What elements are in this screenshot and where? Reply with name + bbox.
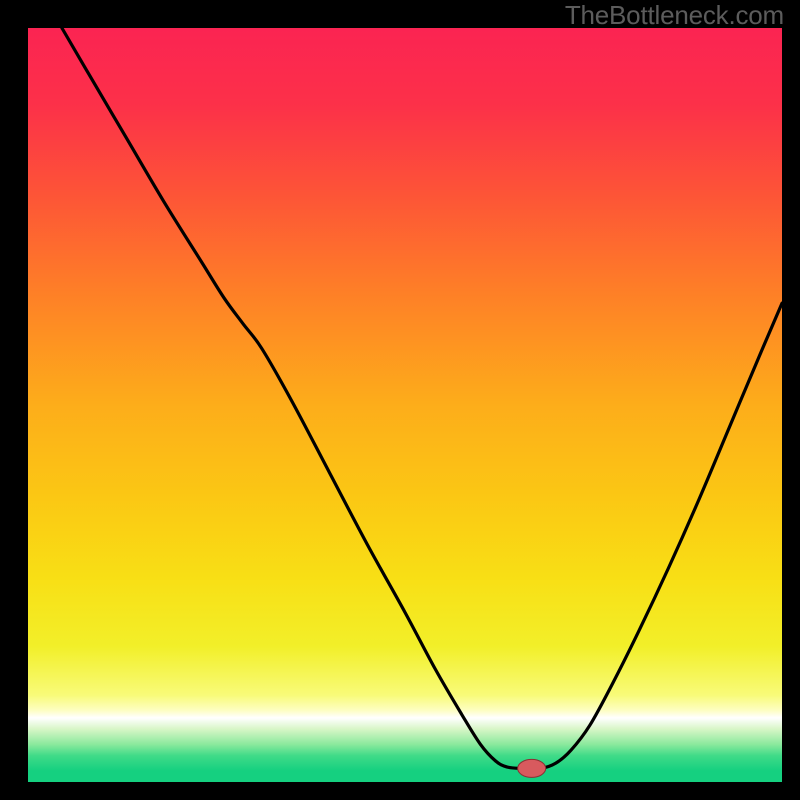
bottleneck-chart: [0, 0, 800, 800]
gradient-background: [28, 28, 782, 782]
watermark-text: TheBottleneck.com: [565, 0, 784, 31]
frame-border-right: [782, 0, 800, 800]
optimum-marker: [518, 759, 546, 777]
frame-border-bottom: [0, 782, 800, 800]
frame-border-left: [0, 0, 28, 800]
